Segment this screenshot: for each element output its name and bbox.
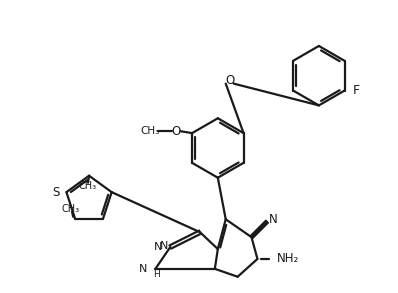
Text: H: H (154, 270, 160, 279)
Text: CH₃: CH₃ (141, 126, 160, 136)
Text: CH₃: CH₃ (78, 180, 96, 191)
Text: N: N (154, 242, 162, 252)
Text: N: N (269, 213, 277, 226)
Text: O: O (225, 74, 234, 87)
Text: O: O (172, 125, 181, 138)
Text: N: N (160, 241, 168, 251)
Text: S: S (52, 186, 60, 199)
Text: F: F (353, 84, 360, 97)
Text: NH₂: NH₂ (277, 253, 300, 265)
Text: CH₃: CH₃ (61, 204, 79, 214)
Text: N: N (139, 264, 148, 274)
